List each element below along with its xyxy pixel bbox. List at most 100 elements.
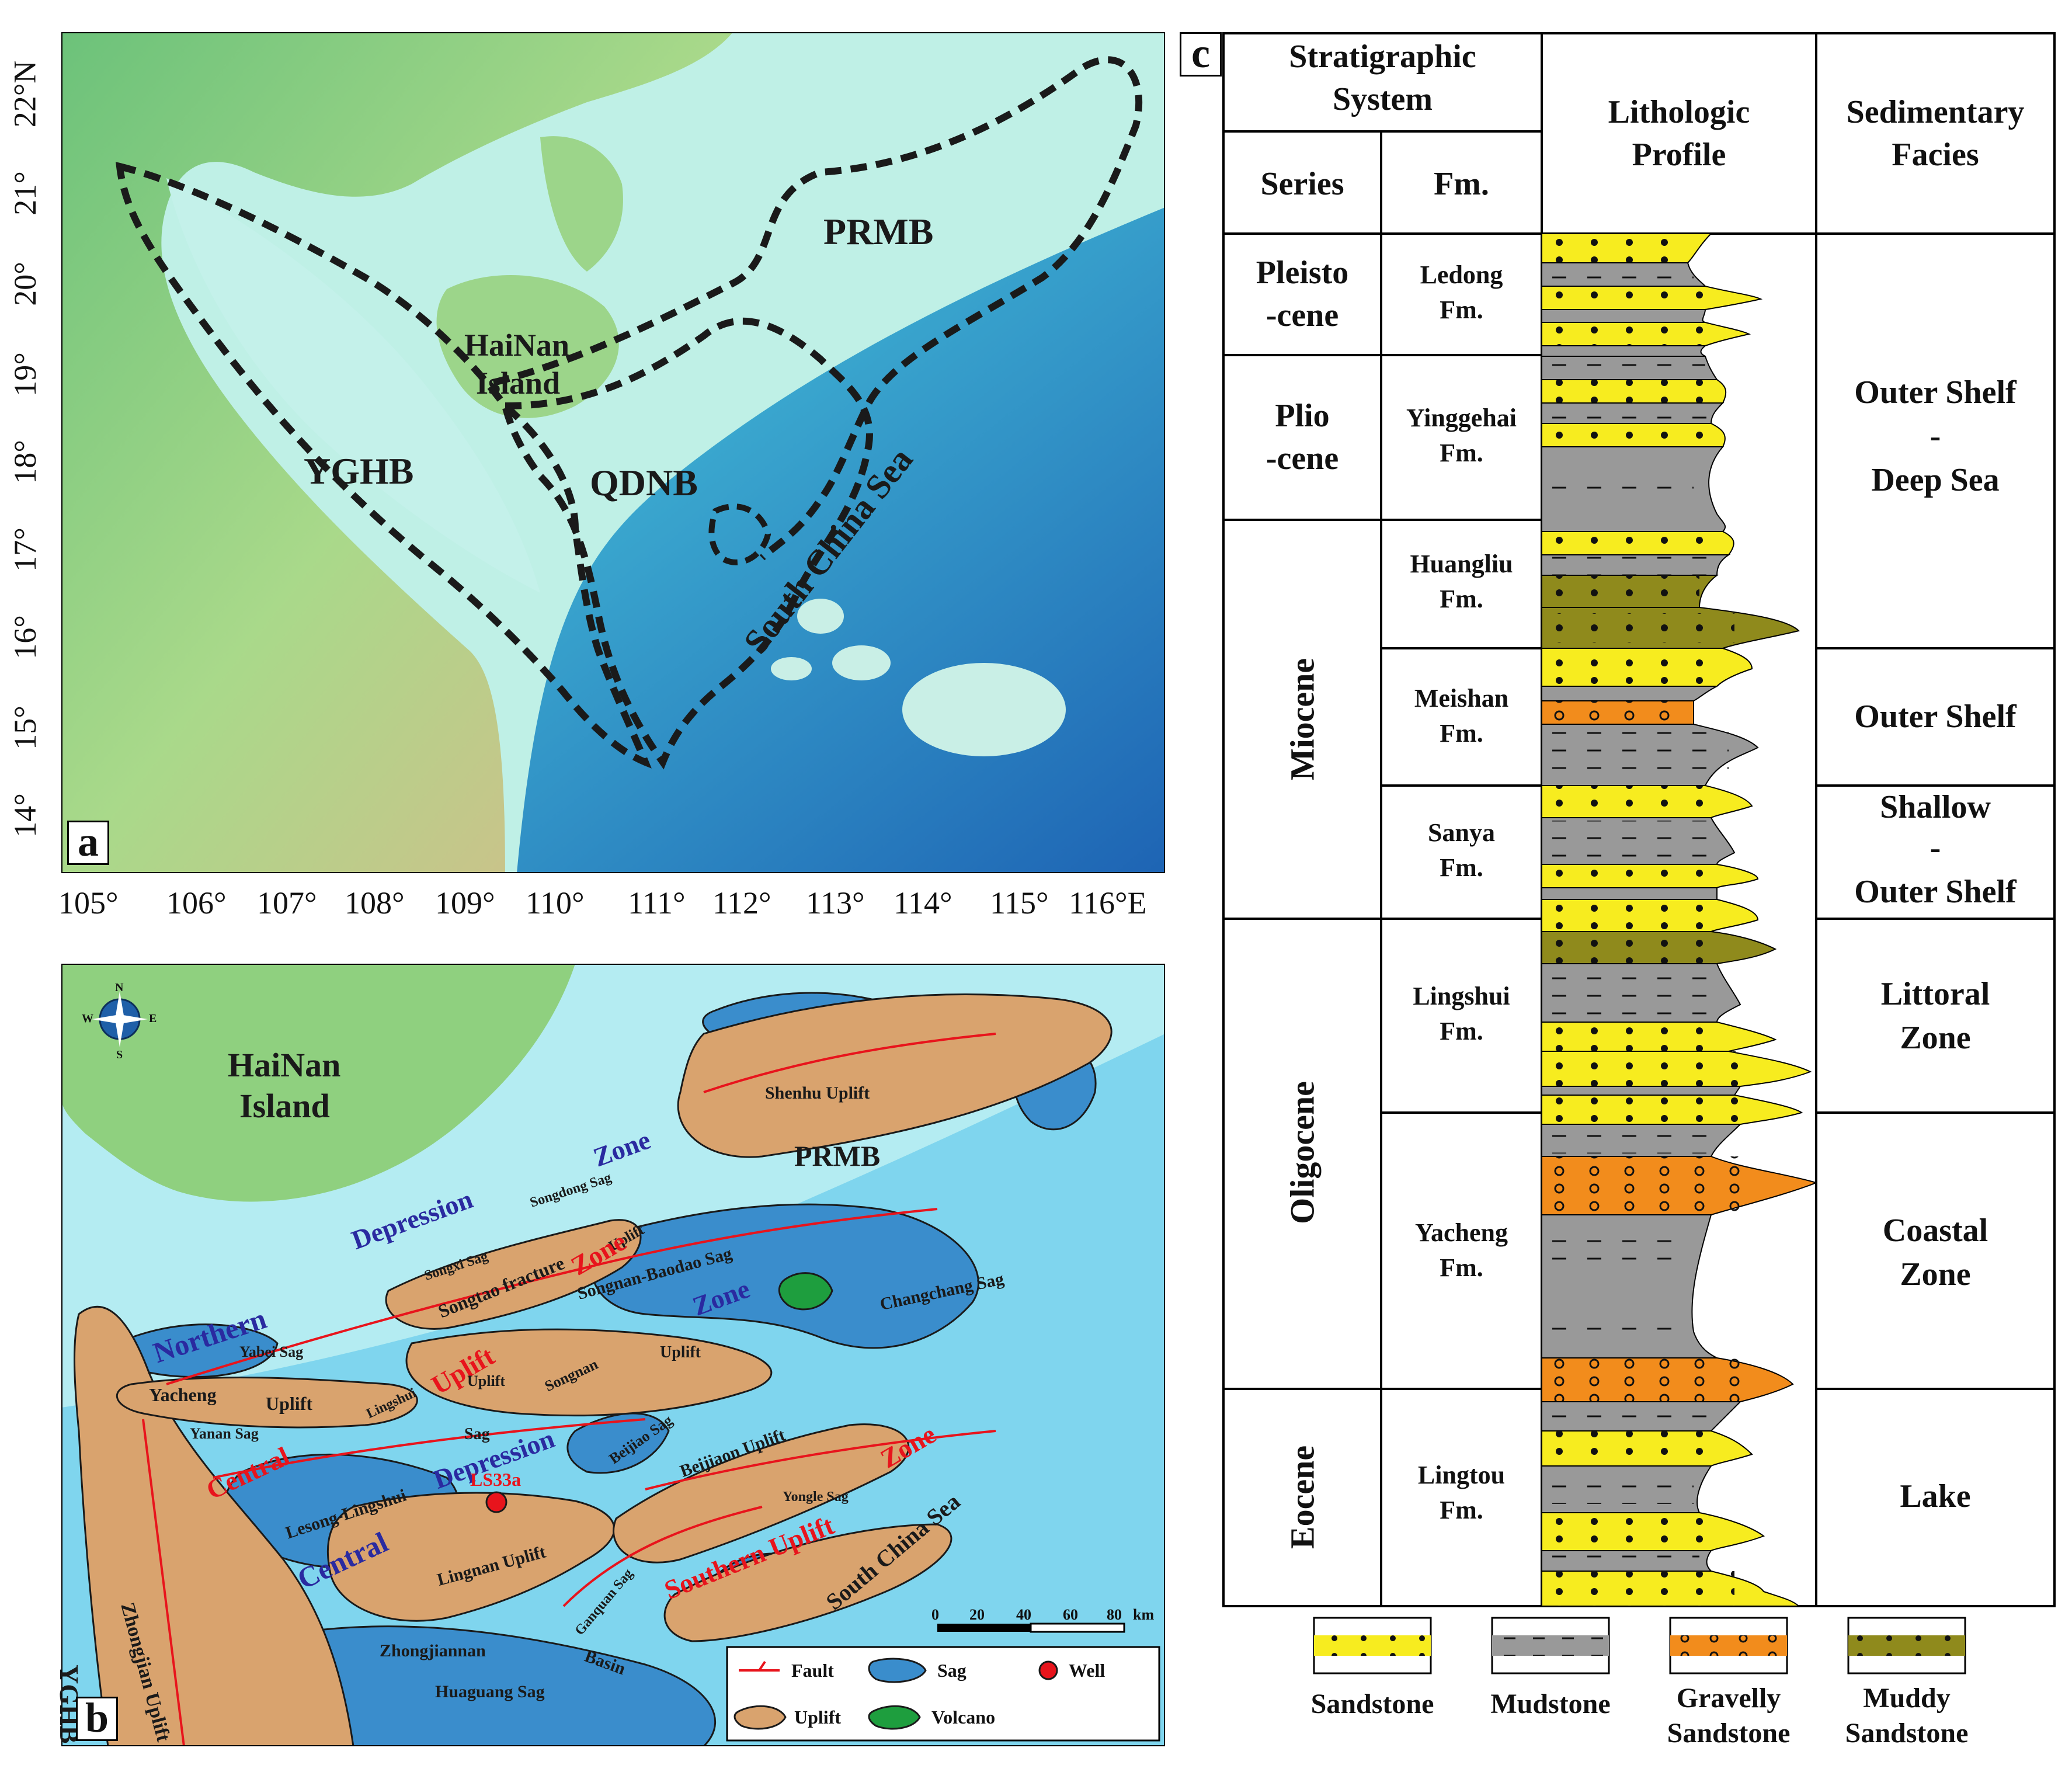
fm-meishan-2: Fm. <box>1440 719 1483 748</box>
series-oligocene: Oligocene <box>1283 1081 1322 1224</box>
series-pleistocene-1: Pleisto <box>1256 255 1349 291</box>
label-yongle-sag: Yongle Sag <box>783 1489 849 1505</box>
scale-tick: 0 <box>931 1606 939 1623</box>
uplift-southern <box>663 1523 952 1642</box>
header-litho-1: Lithologic <box>1608 94 1750 130</box>
facies-littoral-1: Littoral <box>1880 976 1990 1012</box>
scale-tick: 60 <box>1063 1606 1078 1623</box>
fm-lingshui-2: Fm. <box>1440 1017 1483 1045</box>
uplift-songnan <box>405 1328 773 1417</box>
header-strat-1: Stratigraphic <box>1289 39 1476 75</box>
faults <box>142 1033 996 1746</box>
label-shenhu-uplift: Shenhu Uplift <box>765 1083 870 1103</box>
series-eocene: Eocene <box>1283 1445 1322 1549</box>
fm-huangliu-1: Huangliu <box>1410 550 1513 578</box>
compass-w: W <box>82 1012 93 1025</box>
legend-muddy-swatch <box>1847 1617 1966 1674</box>
facies-outer-deep-1: Outer Shelf <box>1854 374 2017 411</box>
prmb-boundary <box>492 56 1143 561</box>
series-pleistocene-2: -cene <box>1266 297 1339 333</box>
compass-s: S <box>116 1048 123 1061</box>
x-tick: 107° <box>257 885 317 920</box>
panel-a: PRMB HaiNan Island YGHB QDNB South China… <box>0 0 1180 923</box>
y-tick: 18° <box>7 440 43 484</box>
legend-well-label: Well <box>1069 1660 1105 1681</box>
uplift-yacheng <box>116 1376 418 1429</box>
panel-b-map <box>61 964 1165 1746</box>
uplift-beijiao <box>613 1423 910 1564</box>
fm-ledong-1: Ledong <box>1420 260 1503 289</box>
fm-yinggehai-1: Yinggehai <box>1406 404 1517 432</box>
panel-b: N S E W HaiNan Island Shenhu Uplift PRMB… <box>54 964 1165 1746</box>
header-litho-2: Profile <box>1632 137 1726 173</box>
header-strat-2: System <box>1332 81 1433 117</box>
legend-volcano-icon <box>868 1705 921 1730</box>
label-hainan-b-2: Island <box>239 1087 330 1125</box>
scale-unit: km <box>1133 1606 1155 1623</box>
scale-bar <box>937 1622 1125 1633</box>
fm-sanya-1: Sanya <box>1428 818 1495 847</box>
x-tick: 112° <box>712 885 771 920</box>
header-facies-1: Sedimentary <box>1846 94 2025 130</box>
legend-gravelly-label-2: Sandstone <box>1667 1718 1791 1749</box>
legend-muddy-label-2: Sandstone <box>1845 1718 1969 1749</box>
fm-lingtou-1: Lingtou <box>1417 1461 1506 1489</box>
y-tick: 19° <box>7 352 43 397</box>
facies-coastal-1: Coastal <box>1882 1212 1988 1249</box>
y-tick: 22°N <box>7 60 43 128</box>
label-yghb-a: YGHB <box>304 450 414 492</box>
legend-sandstone-label: Sandstone <box>1310 1688 1434 1719</box>
facies-outer-deep-3: Deep Sea <box>1871 462 2000 498</box>
label-qdnb-a: QDNB <box>590 462 698 503</box>
volcano-shape <box>778 1272 833 1311</box>
series-pliocene-2: -cene <box>1266 440 1339 477</box>
y-tick: 15° <box>7 706 43 750</box>
legend-uplift-label: Uplift <box>794 1707 841 1728</box>
y-tick: 14° <box>7 793 43 838</box>
x-tick: 110° <box>526 885 585 920</box>
lithology-legend <box>1313 1617 1966 1674</box>
facies-shallow-2: - <box>1930 830 1941 866</box>
fm-sanya-2: Fm. <box>1440 853 1483 882</box>
uplift-lingnan <box>326 1492 616 1622</box>
legend-mudstone-label: Mudstone <box>1490 1688 1611 1719</box>
facies-lake: Lake <box>1900 1478 1971 1514</box>
series-miocene: Miocene <box>1283 658 1322 781</box>
uplift-shenhu <box>677 993 1113 1158</box>
facies-outer-deep-2: - <box>1930 418 1941 454</box>
hainan-island-shape <box>436 275 619 418</box>
legend-well-icon <box>1038 1660 1058 1680</box>
sag-songnan-baodao <box>591 1203 979 1349</box>
legend-mudstone-swatch <box>1491 1617 1610 1674</box>
legend-sag-icon <box>868 1658 927 1683</box>
legend-sandstone-swatch <box>1313 1617 1432 1674</box>
x-tick: 108° <box>345 885 405 920</box>
label-yacheng: Yacheng <box>149 1384 217 1405</box>
panel-a-letter: a <box>67 821 109 865</box>
label-uplift-3: Uplift <box>266 1393 312 1414</box>
legend-gravelly-swatch <box>1669 1617 1788 1674</box>
x-tick: 113° <box>806 885 865 920</box>
label-prmb-b: PRMB <box>794 1139 881 1172</box>
qdnb-boundary <box>500 317 873 770</box>
legend-sag-label: Sag <box>937 1660 967 1681</box>
fm-yacheng-1: Yacheng <box>1415 1218 1508 1247</box>
scale-tick: 20 <box>969 1606 985 1623</box>
uplift-zhongjian <box>74 1305 354 1746</box>
map-legend-box <box>726 1646 1160 1742</box>
x-tick: 114° <box>894 885 952 920</box>
x-tick: 106° <box>166 885 227 920</box>
compass-n: N <box>115 981 124 994</box>
facies-coastal-2: Zone <box>1900 1256 1971 1293</box>
x-tick: 105° <box>58 885 119 920</box>
panel-b-letter: b <box>76 1697 118 1741</box>
legend-fault-icon <box>739 1660 780 1672</box>
compass-e: E <box>149 1012 157 1025</box>
x-tick: 111° <box>628 885 686 920</box>
series-pliocene-1: Plio <box>1275 398 1330 434</box>
fm-lingshui-1: Lingshui <box>1413 982 1510 1010</box>
label-huaguang: Huaguang Sag <box>435 1682 545 1701</box>
facies-outer-shelf: Outer Shelf <box>1854 699 2017 735</box>
y-tick: 16° <box>7 615 43 659</box>
fm-ledong-2: Fm. <box>1440 296 1483 324</box>
